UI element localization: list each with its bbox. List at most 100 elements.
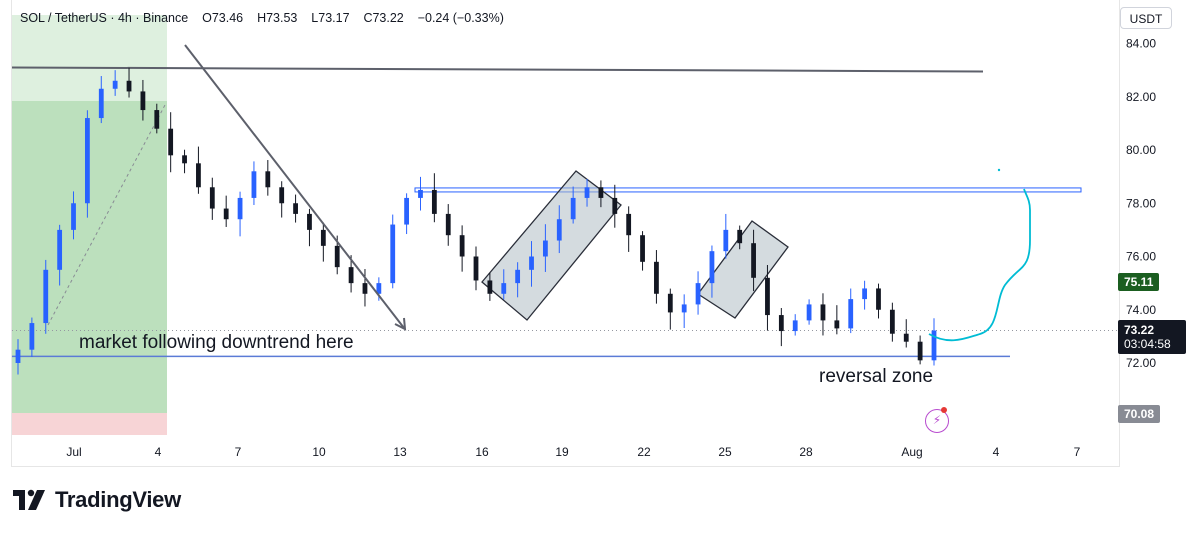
downtrend-arrow-line[interactable]	[184, 44, 405, 329]
candle-body[interactable]	[626, 213, 632, 236]
candle-body[interactable]	[876, 288, 881, 310]
candle-body[interactable]	[237, 197, 243, 220]
candle-body[interactable]	[265, 171, 271, 188]
candle-body[interactable]	[459, 235, 465, 257]
channel-box-2[interactable]	[697, 220, 789, 319]
candle-body[interactable]	[251, 171, 257, 198]
candle-body[interactable]	[431, 189, 437, 214]
candle-body[interactable]	[390, 224, 396, 284]
candle-body[interactable]	[640, 235, 645, 262]
candle-body[interactable]	[445, 213, 451, 236]
ohlc-high: H73.53	[257, 11, 298, 25]
candle-body[interactable]	[182, 155, 187, 164]
lightning-icon[interactable]: ⚡	[925, 409, 949, 433]
candle-body[interactable]	[654, 261, 659, 294]
candle-body[interactable]	[778, 315, 784, 332]
candle-body[interactable]	[320, 229, 326, 246]
y-tick-label: 72.00	[1126, 356, 1156, 370]
candle-body[interactable]	[612, 197, 618, 214]
y-tick-label: 82.00	[1126, 90, 1156, 104]
candle-body[interactable]	[15, 349, 21, 363]
candle-body[interactable]	[806, 304, 812, 321]
x-tick-label: 4	[993, 445, 1000, 459]
candle-body[interactable]	[903, 333, 909, 342]
currency-button[interactable]: USDT	[1120, 7, 1172, 29]
candle-body[interactable]	[570, 197, 576, 220]
candle-body[interactable]	[140, 91, 146, 111]
candle-body[interactable]	[348, 267, 354, 284]
candle-body[interactable]	[209, 187, 215, 209]
exchange: Binance	[143, 11, 189, 25]
candle-body[interactable]	[737, 229, 743, 244]
candle-body[interactable]	[293, 203, 298, 214]
candle-body[interactable]	[667, 293, 673, 313]
symbol-name[interactable]: SOL / TetherUS	[20, 11, 107, 25]
candle-body[interactable]	[515, 269, 521, 284]
candle-body[interactable]	[487, 280, 493, 294]
candle-body[interactable]	[709, 251, 715, 284]
candle-body[interactable]	[279, 187, 285, 204]
stop-loss-zone[interactable]	[12, 413, 167, 435]
downtrend-arrowhead	[394, 317, 407, 331]
resistance-zone[interactable]	[414, 187, 1082, 193]
forecast-path[interactable]	[928, 188, 1031, 342]
candle-body[interactable]	[501, 283, 507, 294]
candle-body[interactable]	[334, 245, 340, 268]
tradingview-logo[interactable]: TradingView	[13, 487, 181, 513]
candle-body[interactable]	[168, 128, 174, 156]
candle-body[interactable]	[792, 320, 798, 332]
candle-body[interactable]	[723, 229, 729, 252]
chart-frame	[11, 0, 1120, 467]
interval[interactable]: 4h	[117, 11, 132, 25]
candle-body[interactable]	[362, 283, 368, 294]
price-tag-green: 75.11	[1118, 273, 1160, 291]
candle-body[interactable]	[154, 110, 160, 129]
ohlc-open: O73.46	[202, 11, 244, 25]
x-tick-label: 22	[637, 445, 651, 459]
candle-body[interactable]	[57, 229, 63, 270]
candle-body[interactable]	[71, 203, 76, 230]
y-tick-label: 84.00	[1126, 37, 1156, 51]
candle-body[interactable]	[307, 213, 312, 230]
candle-body[interactable]	[29, 323, 35, 350]
candle-body[interactable]	[126, 80, 132, 92]
candle-body[interactable]	[681, 304, 687, 313]
x-tick-label: 28	[799, 445, 813, 459]
candle-body[interactable]	[889, 309, 895, 334]
x-tick-label: 10	[312, 445, 326, 459]
candle-body[interactable]	[584, 187, 590, 198]
candle-body[interactable]	[223, 208, 229, 220]
candle-body[interactable]	[556, 219, 562, 241]
current-price: 73.22	[1124, 323, 1155, 337]
candle-body[interactable]	[404, 197, 410, 225]
candle-body[interactable]	[196, 163, 201, 188]
candle-body[interactable]	[376, 283, 382, 294]
candle-body[interactable]	[834, 320, 840, 329]
notification-dot	[941, 407, 947, 413]
ohlc-low: L73.17	[311, 11, 350, 25]
candle-body[interactable]	[84, 118, 90, 204]
candle-body[interactable]	[98, 88, 104, 119]
target-zone[interactable]	[12, 15, 167, 101]
y-tick-label: 80.00	[1126, 143, 1156, 157]
candle-body[interactable]	[473, 256, 479, 281]
upper-resistance-line[interactable]	[11, 66, 984, 73]
y-tick-label: 78.00	[1126, 196, 1156, 210]
candle-body[interactable]	[112, 80, 118, 89]
candle-body[interactable]	[695, 283, 701, 305]
candle-body[interactable]	[917, 341, 923, 361]
price-change: −0.24 (−0.33%)	[417, 11, 504, 25]
candle-body[interactable]	[598, 187, 604, 198]
candle-body[interactable]	[542, 240, 548, 257]
candle-body[interactable]	[529, 256, 534, 270]
candle-body[interactable]	[931, 330, 937, 361]
candle-body[interactable]	[848, 299, 854, 329]
candle-body[interactable]	[862, 288, 868, 300]
candle-body[interactable]	[765, 277, 770, 316]
candle-body[interactable]	[43, 269, 49, 324]
candle-body[interactable]	[418, 189, 423, 198]
candle-body[interactable]	[820, 304, 826, 321]
x-tick-label: 19	[555, 445, 569, 459]
candle-body[interactable]	[751, 243, 756, 278]
